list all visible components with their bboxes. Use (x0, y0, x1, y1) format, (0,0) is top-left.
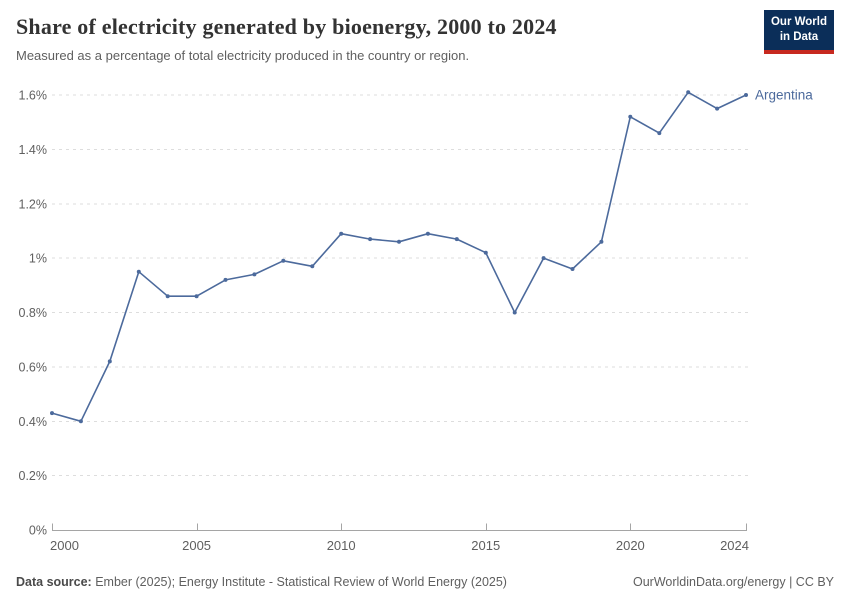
data-point (715, 106, 720, 111)
series-line-argentina (51, 91, 747, 423)
x-tick-label: 2024 (720, 538, 749, 553)
footer-license-link[interactable]: OurWorldinData.org/energy | CC BY (632, 574, 834, 589)
data-point (368, 237, 373, 242)
x-tick-label: 2010 (327, 538, 356, 553)
data-point (252, 272, 257, 277)
y-tick-label: 1.6% (19, 89, 48, 103)
page-title: Share of electricity generated by bioene… (16, 14, 557, 39)
data-point (107, 359, 112, 364)
series-label-argentina: Argentina (755, 88, 813, 103)
data-point (657, 131, 662, 136)
y-tick-label: 0.4% (19, 415, 48, 429)
x-tick-label: 2005 (182, 538, 211, 553)
title-block: Share of electricity generated by bioene… (16, 13, 557, 64)
y-tick-label: 0.6% (19, 360, 48, 374)
data-point (483, 250, 488, 255)
data-point (194, 294, 199, 299)
data-point (78, 419, 83, 424)
data-point (512, 310, 517, 315)
y-tick-label: 0.8% (19, 306, 48, 320)
data-point (50, 411, 54, 416)
owid-logo[interactable]: Our World in Data (763, 10, 834, 54)
y-tick-label: 1% (29, 252, 47, 266)
data-point (339, 231, 344, 236)
data-source: Data source: Ember (2025); Energy Instit… (16, 574, 507, 590)
y-tick-label: 0% (29, 524, 47, 538)
data-source-label: Data source: (16, 574, 92, 589)
data-point (136, 269, 141, 274)
data-point (628, 114, 633, 119)
chart-header: Share of electricity generated by bioene… (16, 10, 834, 64)
data-point (425, 231, 430, 236)
data-point (454, 237, 459, 242)
owid-logo-line2: in Data (779, 30, 819, 43)
data-point (281, 258, 286, 263)
y-tick-label: 1.2% (19, 197, 48, 211)
y-tick-label: 0.2% (19, 469, 48, 483)
x-tick-label: 2015 (471, 538, 500, 553)
y-tick-label: 1.4% (19, 143, 48, 157)
data-point (744, 93, 748, 97)
data-point (165, 294, 170, 299)
data-source-text: Ember (2025); Energy Institute - Statist… (95, 574, 507, 589)
chart-footer: Data source: Ember (2025); Energy Instit… (16, 574, 834, 590)
chart-subtitle: Measured as a percentage of total electr… (16, 47, 470, 63)
x-tick-label: 2020 (616, 538, 645, 553)
data-point (223, 277, 228, 282)
data-point (310, 264, 315, 269)
data-point (570, 267, 575, 271)
data-point (686, 90, 691, 95)
data-point (599, 239, 604, 244)
x-tick-label: 2000 (50, 538, 79, 553)
data-point (541, 256, 546, 261)
line-chart: 0% 0.2% 0.4% 0.6% 0.8% 1% 1.2% 1.4% 1.6% 2000 2005… (19, 88, 814, 554)
owid-logo-line1: Our World (770, 16, 827, 28)
data-point (397, 239, 401, 244)
